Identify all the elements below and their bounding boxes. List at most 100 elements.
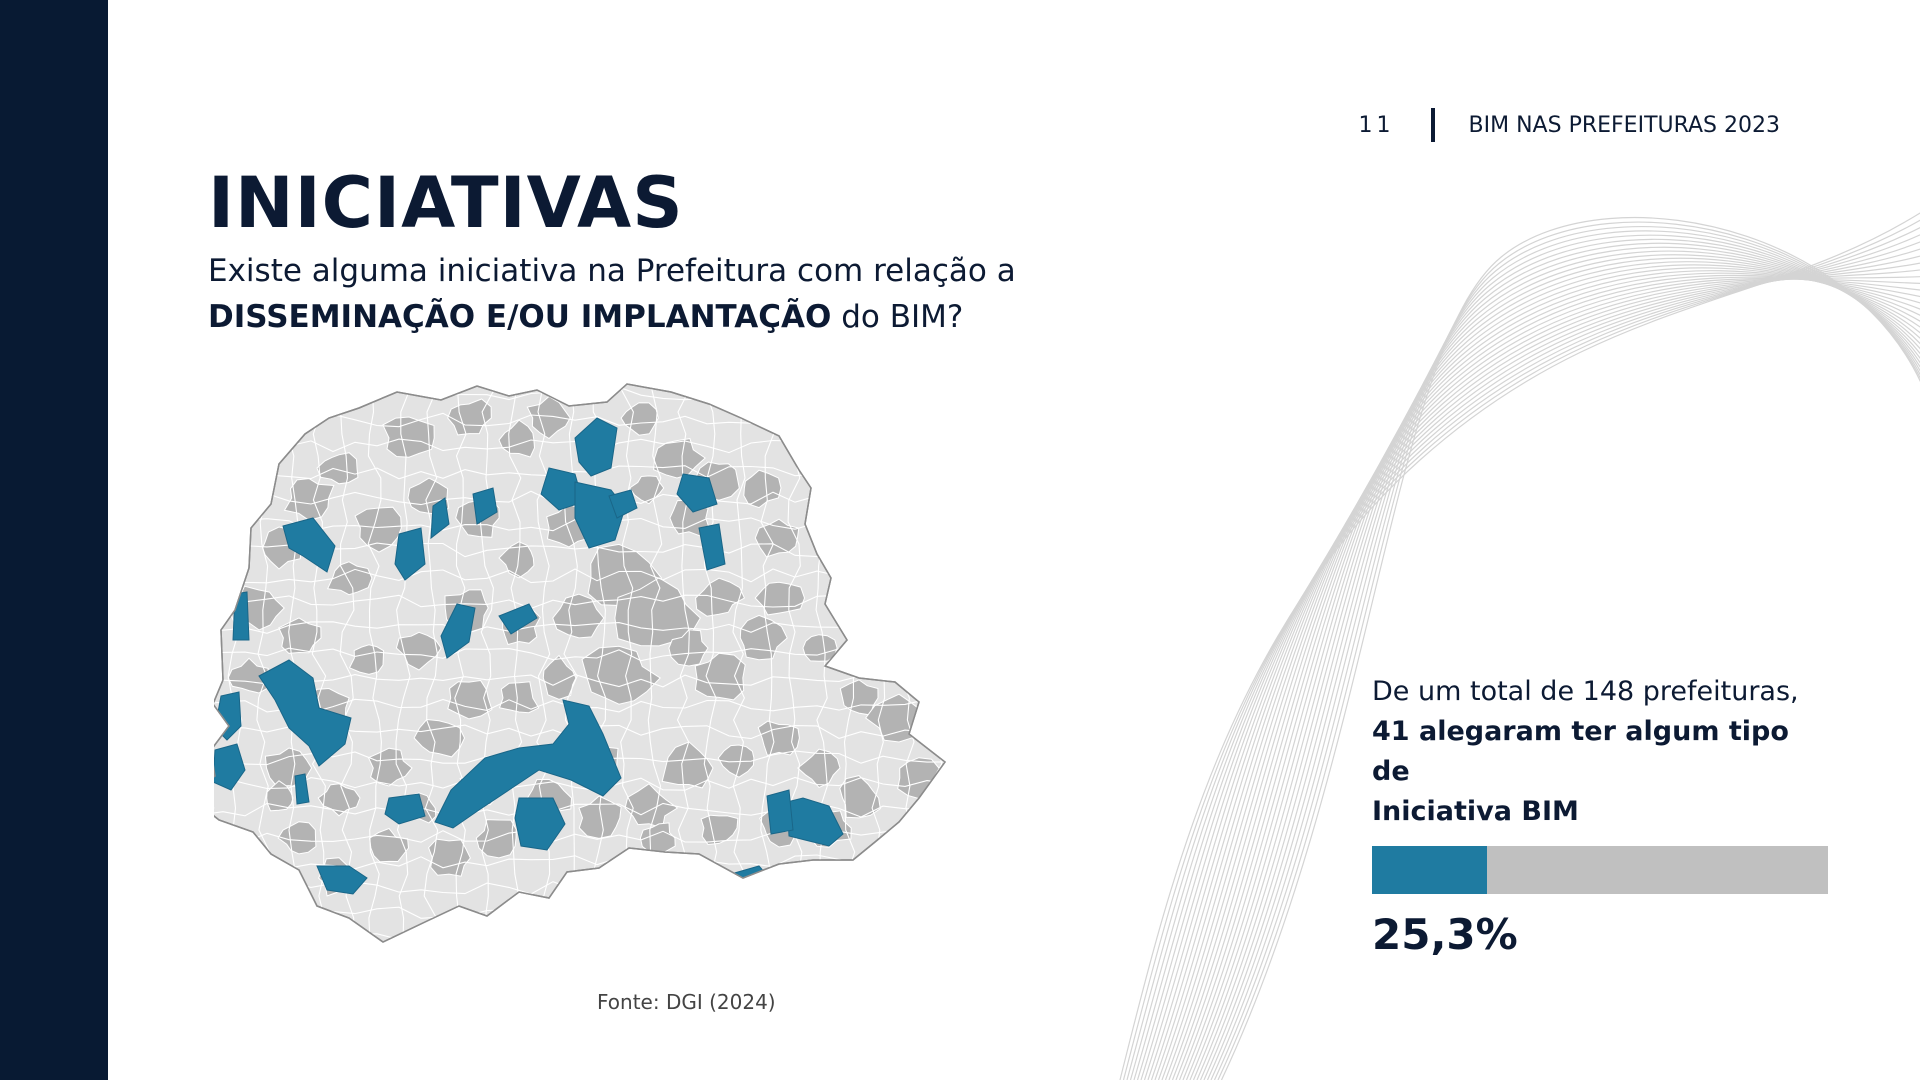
percent-value: 25,3%	[1372, 910, 1518, 959]
page-subtitle: Existe alguma iniciativa na Prefeitura c…	[208, 248, 1108, 340]
respondent-municipality	[552, 593, 605, 639]
respondent-municipality	[757, 720, 800, 757]
respondent-municipality	[498, 681, 540, 714]
boundary-line	[339, 384, 355, 942]
deco-line	[1203, 238, 1920, 1080]
boundary-line	[423, 384, 439, 942]
initiative-municipality	[608, 489, 638, 519]
deco-line	[1178, 264, 1920, 1080]
respondent-municipality	[578, 795, 622, 839]
progress-bar	[1372, 846, 1828, 894]
boundary-line	[508, 384, 523, 942]
boundary-line	[732, 384, 746, 942]
boundary-line	[957, 378, 970, 962]
initiative-municipality	[214, 743, 246, 791]
page-header: 11 BIM NAS PREFEITURAS 2023	[1359, 108, 1780, 142]
boundary-line	[214, 621, 945, 636]
initiative-municipality	[440, 603, 476, 659]
deco-line	[1206, 234, 1920, 1080]
boundary-line	[843, 384, 858, 942]
subtitle-tail: do BIM?	[831, 299, 964, 335]
boundary-line	[900, 384, 915, 942]
boundary-line	[311, 384, 327, 942]
boundary-line	[871, 384, 886, 942]
respondent-municipality	[326, 561, 373, 596]
respondent-municipality	[367, 747, 413, 787]
respondent-municipality	[277, 821, 317, 855]
boundary-line	[452, 384, 467, 942]
initiative-municipality	[258, 659, 352, 767]
respondent-municipality	[395, 631, 442, 671]
respondent-municipality	[413, 718, 466, 758]
initiative-municipality	[766, 789, 794, 835]
stats-highlight-line1: 41 alegaram ter algum tipo de	[1372, 716, 1789, 787]
parana-municipalities-map	[214, 378, 971, 972]
boundary-line	[703, 384, 718, 942]
initiative-municipality	[676, 473, 718, 513]
stats-panel: De um total de 148 prefeituras, 41 alega…	[1372, 672, 1832, 959]
header-divider	[1430, 108, 1435, 142]
boundary-line	[214, 932, 945, 942]
initiative-municipality	[294, 773, 310, 805]
stats-total-text: De um total de 148 prefeituras,	[1372, 676, 1799, 707]
respondent-municipality	[542, 654, 577, 700]
initiative-municipality	[698, 523, 726, 571]
boundary-line	[536, 384, 551, 942]
initiative-municipality	[472, 487, 498, 525]
initiative-municipality	[498, 603, 538, 635]
deco-line	[1185, 257, 1920, 1080]
initiative-municipality	[786, 797, 844, 847]
boundary-line	[395, 384, 411, 942]
initiative-municipalities	[214, 417, 844, 901]
boundary-line	[760, 384, 775, 942]
initiative-municipality	[282, 517, 336, 573]
respondent-municipality	[354, 506, 402, 553]
boundary-line	[214, 959, 971, 972]
respondent-municipality	[526, 395, 571, 440]
respondent-municipality	[695, 577, 746, 617]
page-title: INICIATIVAS	[208, 162, 684, 244]
respondent-municipality	[797, 748, 841, 789]
boundary-line	[214, 386, 945, 401]
deco-line	[1213, 225, 1920, 1080]
boundary-line	[214, 802, 945, 818]
deco-line	[1171, 270, 1920, 1080]
initiative-municipality	[394, 527, 426, 581]
deco-line	[1220, 217, 1920, 1080]
deco-line	[1217, 221, 1920, 1080]
boundary-line	[367, 384, 382, 942]
boundary-line	[214, 647, 945, 662]
initiative-municipality	[574, 417, 618, 477]
respondent-municipality	[839, 775, 881, 819]
initiative-municipality	[316, 865, 368, 895]
boundary-line	[563, 384, 578, 942]
progress-bar-fill	[1372, 846, 1488, 894]
respondent-municipality	[743, 469, 782, 509]
stats-highlight-line2: Iniciativa BIM	[1372, 796, 1579, 827]
respondent-municipality	[694, 652, 746, 701]
side-band	[0, 0, 108, 1080]
initiative-municipality	[434, 699, 622, 829]
report-title: BIM NAS PREFEITURAS 2023	[1468, 112, 1780, 138]
deco-line	[1189, 254, 1920, 1080]
state-outline	[214, 383, 947, 943]
deco-line	[1182, 261, 1920, 1080]
respondent-municipality	[475, 819, 517, 859]
initiative-municipality	[232, 591, 250, 641]
initiative-municipality	[540, 467, 584, 511]
initiative-municipality	[430, 497, 450, 540]
initiative-municipality	[384, 793, 426, 825]
respondent-municipality	[498, 541, 535, 579]
deco-line	[1210, 230, 1920, 1080]
deco-line	[1199, 242, 1920, 1080]
deco-line	[1164, 274, 1920, 1080]
subtitle-line1: Existe alguma iniciativa na Prefeitura c…	[208, 253, 1016, 289]
deco-line	[1175, 267, 1920, 1080]
boundary-line	[479, 384, 495, 942]
deco-line	[1192, 250, 1920, 1080]
subtitle-bold: DISSEMINAÇÃO E/OU IMPLANTAÇÃO	[208, 299, 832, 335]
deco-line	[1168, 272, 1920, 1080]
boundary-line	[928, 384, 943, 942]
initiative-municipality	[514, 797, 566, 851]
decorative-wave-lines	[1119, 212, 1920, 1080]
